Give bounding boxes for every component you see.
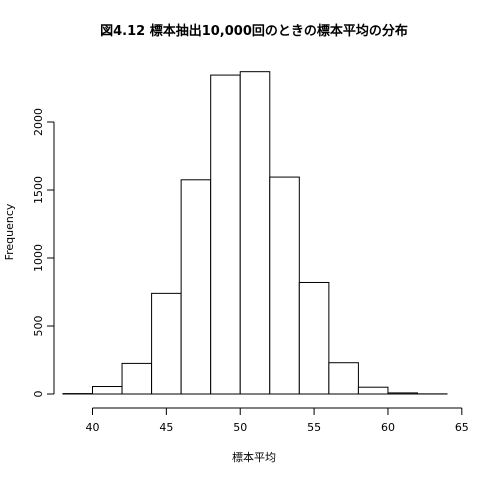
bars-group bbox=[62, 71, 448, 395]
histogram-bar-2 bbox=[121, 362, 153, 395]
histogram-bar-5 bbox=[210, 74, 241, 395]
x-tick-label-2: 50 bbox=[233, 421, 247, 434]
histogram-bar-10 bbox=[357, 386, 389, 395]
histogram-bar-3 bbox=[151, 292, 182, 395]
y-axis: 0 500 1000 1500 2000 bbox=[32, 108, 55, 398]
x-tick-label-1: 45 bbox=[159, 421, 173, 434]
histogram-bar-8 bbox=[298, 281, 330, 395]
histogram-bar-7 bbox=[269, 176, 300, 395]
x-axis: 40 45 50 55 60 65 bbox=[86, 407, 469, 434]
x-axis-label: 標本平均 bbox=[232, 450, 276, 464]
histogram-bar-4 bbox=[180, 179, 212, 395]
y-axis-label: Frequency bbox=[3, 203, 16, 260]
y-tick-label-0: 0 bbox=[32, 391, 45, 398]
y-tick-label-1: 500 bbox=[32, 316, 45, 337]
histogram-bar-11 bbox=[387, 392, 419, 395]
histogram-bar-6 bbox=[239, 71, 271, 395]
y-tick-label-4: 2000 bbox=[32, 108, 45, 136]
x-tick-label-3: 55 bbox=[307, 421, 321, 434]
y-tick-label-3: 1500 bbox=[32, 176, 45, 204]
histogram-bar-9 bbox=[328, 362, 359, 395]
y-tick-label-2: 1000 bbox=[32, 244, 45, 272]
x-tick-label-5: 65 bbox=[455, 421, 469, 434]
chart-title: 図4.12 標本抽出10,000回のときの標本平均の分布 bbox=[100, 23, 408, 39]
x-tick-label-4: 60 bbox=[381, 421, 395, 434]
x-tick-label-0: 40 bbox=[86, 421, 100, 434]
histogram-bar-1 bbox=[92, 386, 123, 395]
